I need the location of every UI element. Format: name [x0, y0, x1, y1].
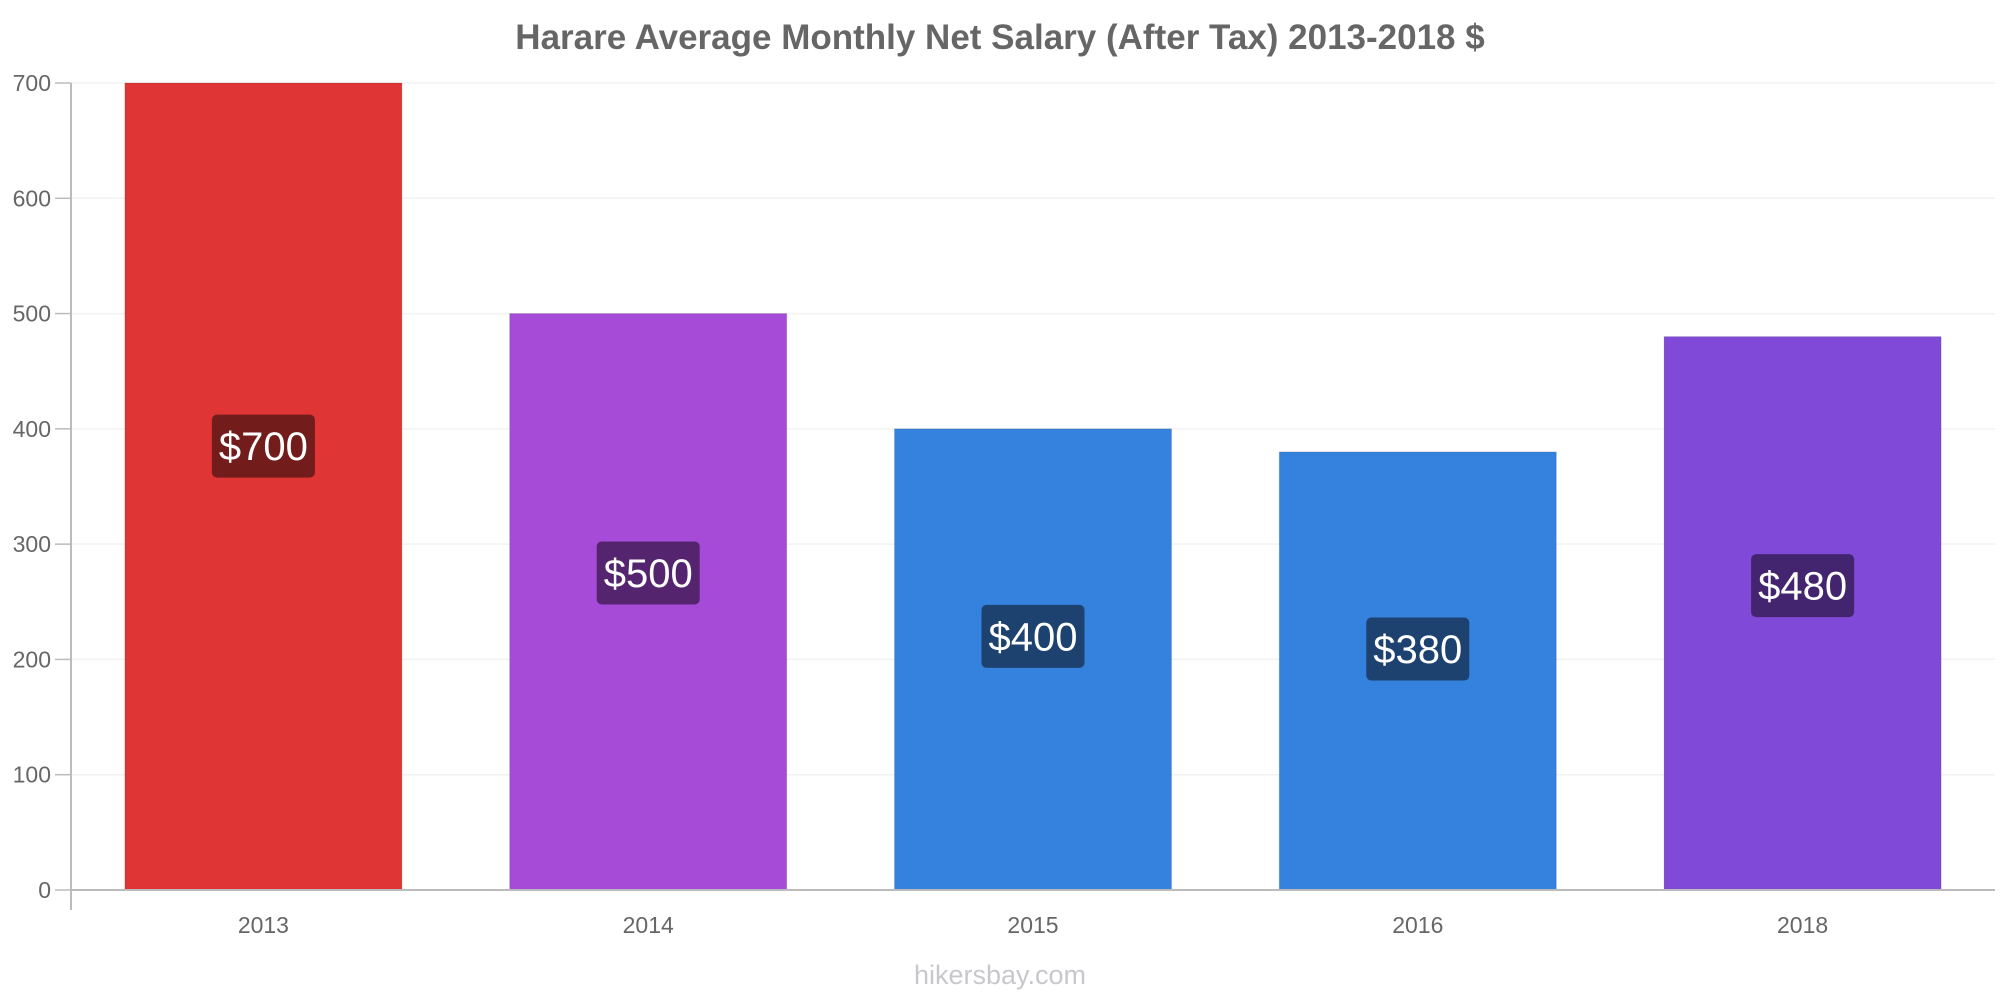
y-tick-label: 500 [13, 301, 51, 327]
x-tick-label: 2018 [1777, 912, 1828, 938]
data-label: $380 [1373, 628, 1462, 672]
data-label: $480 [1758, 565, 1847, 609]
bars [124, 82, 1942, 891]
y-tick-label: 400 [13, 416, 51, 442]
data-label-box [981, 604, 1085, 668]
data-label-box [1366, 617, 1470, 681]
y-tick-label: 100 [13, 762, 51, 788]
y-tick-label: 300 [13, 531, 51, 557]
bar [124, 82, 403, 891]
axes: 0 100 200 300 400 500 600 700 2013 2014 2015 2016 20… [13, 70, 1995, 938]
data-label-box [596, 541, 700, 605]
x-tick-label: 2013 [238, 912, 289, 938]
x-tick-label: 2016 [1392, 912, 1443, 938]
chart-title: Harare Average Monthly Net Salary (After… [515, 18, 1485, 57]
y-tick-label: 0 [38, 877, 51, 903]
data-labels: $700 $500 $400 $380 $480 [211, 414, 1855, 681]
data-label-box [211, 414, 315, 478]
data-label: $400 [989, 615, 1078, 659]
data-label: $500 [604, 552, 693, 596]
x-tick-label: 2015 [1007, 912, 1058, 938]
watermark: hikersbay.com [913, 960, 1087, 990]
data-label-box [1751, 554, 1855, 618]
y-tick-label: 700 [13, 70, 51, 96]
x-tick-label: 2014 [623, 912, 674, 938]
y-tick-label: 200 [13, 646, 51, 672]
y-tick-label: 600 [13, 185, 51, 211]
data-label: $700 [219, 425, 308, 469]
